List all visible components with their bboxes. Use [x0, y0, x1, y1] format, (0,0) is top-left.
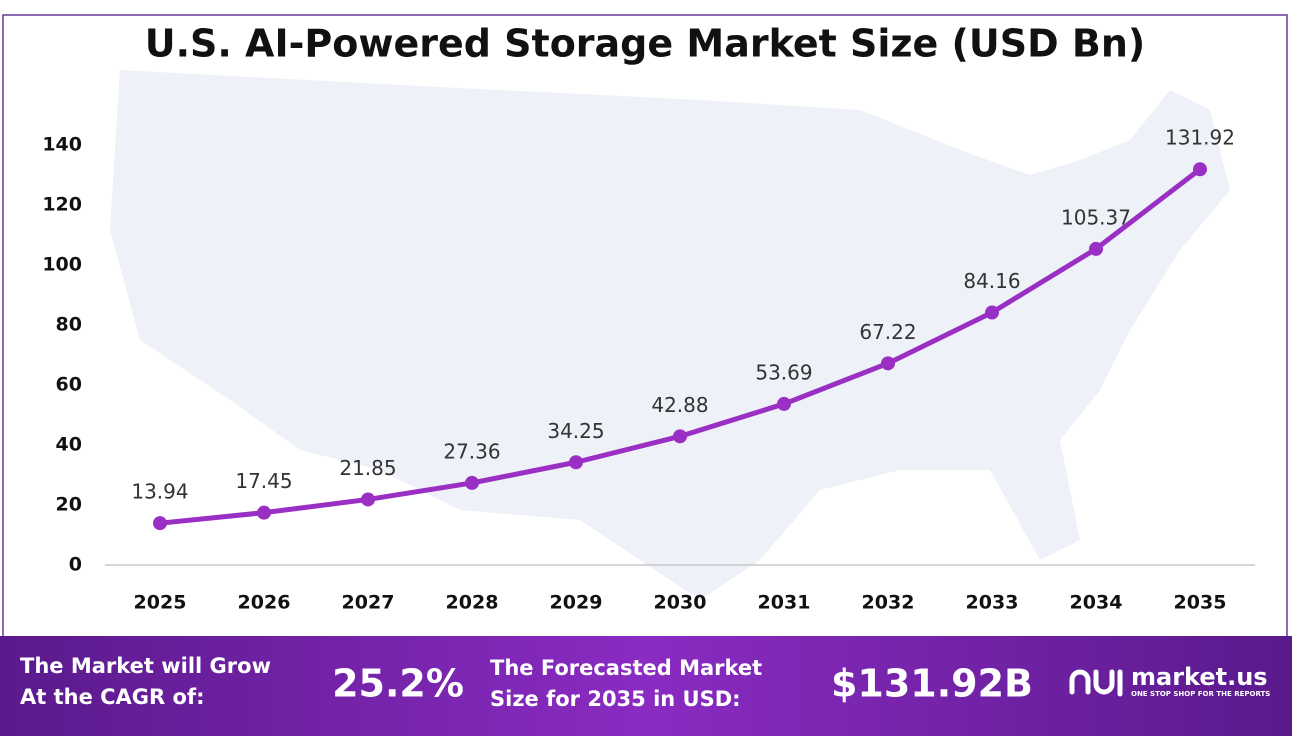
forecast-label: The Forecasted Market — [490, 656, 762, 680]
point — [1089, 241, 1103, 256]
point — [1193, 162, 1207, 177]
y-tick-label: 60 — [56, 374, 82, 396]
data-label: 13.94 — [131, 480, 188, 504]
x-tick-label: 2031 — [758, 592, 811, 614]
data-label: 105.37 — [1061, 205, 1131, 229]
data-label: 53.69 — [755, 360, 812, 384]
x-tick-label: 2030 — [654, 592, 707, 614]
x-tick-label: 2026 — [238, 592, 291, 614]
data-label: 67.22 — [859, 320, 916, 344]
point — [257, 505, 271, 520]
cagr-value: 25.2% — [332, 662, 464, 706]
y-tick-label: 100 — [42, 254, 82, 276]
point — [673, 429, 687, 444]
y-tick-label: 120 — [42, 194, 82, 216]
map-background — [110, 70, 1230, 600]
y-tick-label: 80 — [56, 314, 82, 336]
footer-band — [0, 636, 1292, 736]
brand-logo — [1069, 669, 1123, 697]
x-tick-label: 2034 — [1070, 592, 1123, 614]
point — [881, 356, 895, 371]
data-label: 42.88 — [651, 393, 708, 417]
x-tick-label: 2035 — [1174, 592, 1227, 614]
y-tick-label: 0 — [69, 554, 82, 576]
data-label: 27.36 — [443, 439, 500, 463]
point — [569, 455, 583, 470]
tagline: ONE STOP SHOP FOR THE REPORTS — [1131, 690, 1270, 698]
point — [465, 475, 479, 490]
cagr-label: The Market will Grow — [20, 654, 271, 678]
x-tick-label: 2033 — [966, 592, 1019, 614]
point — [985, 305, 999, 320]
y-tick-label: 40 — [56, 434, 82, 456]
x-tick-label: 2029 — [550, 592, 603, 614]
brand: market.us — [1131, 663, 1268, 691]
x-tick-label: 2032 — [862, 592, 915, 614]
point — [361, 492, 375, 507]
cagr-label: At the CAGR of: — [20, 685, 205, 709]
x-tick-label: 2025 — [134, 592, 187, 614]
forecast-label: Size for 2035 in USD: — [490, 687, 741, 711]
chart-title: U.S. AI-Powered Storage Market Size (USD… — [145, 22, 1146, 66]
forecast-value: $131.92B — [831, 662, 1033, 706]
data-label: 34.25 — [547, 419, 604, 443]
x-tick-label: 2028 — [446, 592, 499, 614]
data-label: 131.92 — [1165, 126, 1235, 150]
data-label: 17.45 — [235, 469, 292, 493]
point — [153, 516, 167, 531]
y-tick-label: 140 — [42, 134, 82, 156]
data-label: 84.16 — [963, 269, 1020, 293]
y-tick-label: 20 — [56, 494, 82, 516]
x-tick-label: 2027 — [342, 592, 395, 614]
data-label: 21.85 — [339, 456, 396, 480]
point — [777, 396, 791, 411]
